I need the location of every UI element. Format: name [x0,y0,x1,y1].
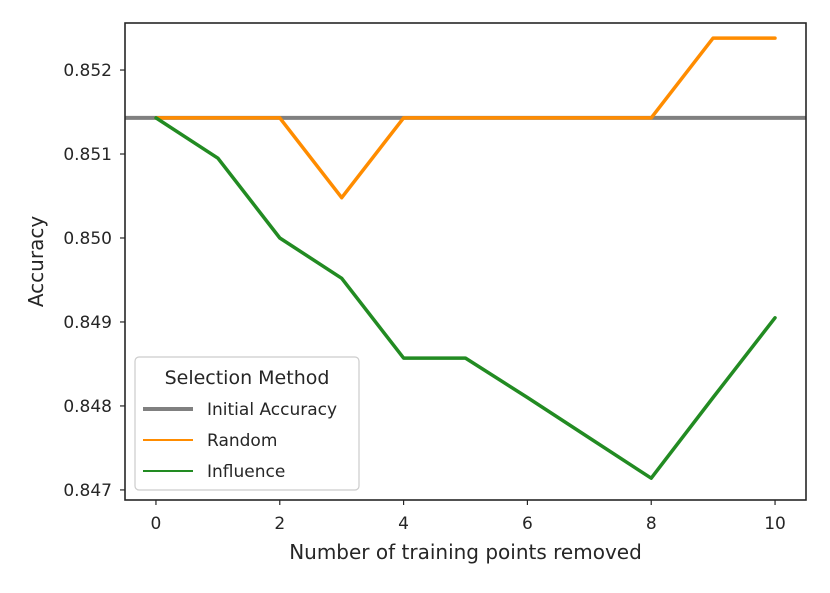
legend-title: Selection Method [165,367,330,389]
y-tick-label: 0.848 [63,397,112,417]
y-tick-label: 0.849 [63,313,112,333]
x-axis: 0 2 4 6 8 10 [151,500,786,534]
x-tick-label: 0 [151,514,162,534]
legend-label-initial-accuracy: Initial Accuracy [207,400,337,420]
x-tick-label: 6 [522,514,533,534]
y-tick-label: 0.852 [63,61,112,81]
x-tick-label: 4 [398,514,409,534]
series-line-random [154,36,777,200]
series-line-influence [154,116,777,480]
y-tick-label: 0.847 [63,481,112,501]
y-axis: 0.847 0.848 0.849 0.850 0.851 0.852 [63,61,125,501]
x-tick-label: 8 [646,514,657,534]
plot-frame [124,22,807,501]
legend: Selection Method Initial Accuracy Random In… [134,356,360,491]
legend-label-random: Random [207,431,277,451]
plot-area [124,22,807,501]
y-axis-label: Accuracy [24,216,48,307]
x-axis-label: Number of training points removed [289,540,642,564]
legend-label-influence: Influence [207,462,285,482]
x-tick-label: 2 [274,514,285,534]
y-tick-label: 0.851 [63,145,112,165]
legend-box [134,356,360,491]
y-tick-label: 0.850 [63,229,112,249]
x-tick-label: 10 [764,514,786,534]
